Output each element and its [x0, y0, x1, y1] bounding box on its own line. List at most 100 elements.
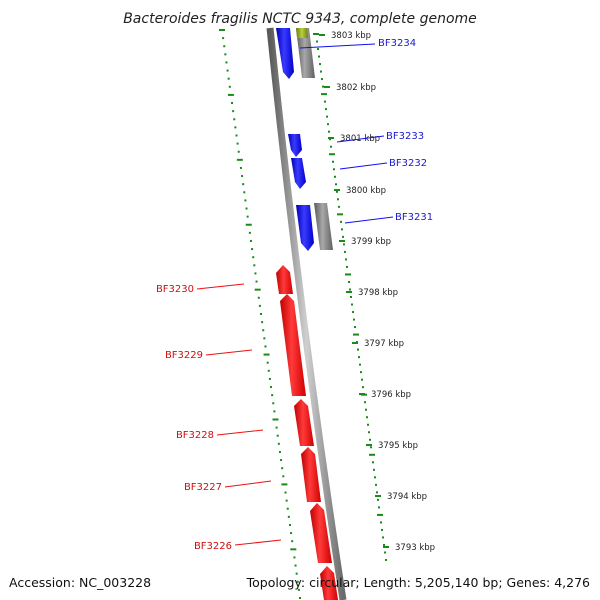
map-title: Bacteroides fragilis NCTC 9343, complete… [123, 11, 477, 27]
left-tick-mark [266, 361, 269, 364]
gene-BF3230[interactable] [276, 265, 293, 294]
left-tick-mark [262, 329, 265, 332]
feature-block-olive [296, 28, 308, 38]
right-tick-mark [361, 378, 363, 381]
gene-leader-line [224, 480, 272, 488]
right-tick-mark [319, 63, 321, 66]
feature-track [296, 28, 333, 250]
topology-label: Topology: circular; Length: 5,205,140 bp… [246, 575, 590, 590]
gene-BF3229[interactable] [280, 294, 306, 396]
kbp-label: 3800 kbp [346, 186, 386, 196]
right-tick-mark [354, 326, 356, 329]
left-tick-mark [223, 45, 226, 48]
genome-backbone [266, 27, 347, 600]
right-tick-mark [366, 416, 368, 419]
gene-BF3233[interactable] [288, 134, 302, 157]
gene-label-BF3232[interactable]: BF3232 [389, 158, 427, 169]
gene-label-BF3228[interactable]: BF3228 [176, 430, 214, 441]
right-tick-mark [330, 145, 332, 148]
right-tick-mark [353, 333, 359, 336]
gene-BF3228[interactable] [294, 399, 314, 446]
right-tick-mark [342, 235, 344, 238]
right-tick-mark [345, 258, 347, 261]
left-tick-mark [276, 434, 279, 437]
kbp-label: 3803 kbp [331, 31, 371, 41]
right-tick-mark [350, 296, 352, 298]
left-tick-mark [296, 580, 299, 583]
left-tick-mark [268, 377, 271, 380]
left-tick-mark [263, 353, 270, 356]
forward-gene-track [276, 28, 314, 251]
right-tick-mark [384, 551, 386, 554]
gene-label-BF3233[interactable]: BF3233 [386, 131, 424, 142]
gene-leader-line [344, 216, 394, 224]
gene-BF3234[interactable] [276, 28, 294, 79]
gene-label-BF3229[interactable]: BF3229 [165, 350, 203, 361]
left-tick-mark [281, 467, 284, 470]
right-tick-mark [341, 228, 343, 231]
kbp-major-tick [352, 342, 358, 344]
right-tick-mark [327, 123, 329, 126]
left-tick-mark [224, 53, 227, 56]
right-tick-mark [329, 138, 331, 141]
left-tick-mark [277, 442, 280, 445]
left-tick-mark [284, 491, 287, 494]
left-tick-mark [260, 313, 262, 315]
left-tick-mark [235, 134, 238, 137]
right-tick-mark [324, 100, 326, 103]
right-tick-mark [343, 243, 345, 246]
kbp-label: 3798 kbp [358, 288, 398, 298]
right-tick-mark [375, 483, 377, 486]
right-tick-mark [369, 453, 375, 456]
gene-leader-line [339, 162, 388, 170]
gene-BF3231[interactable] [296, 205, 314, 251]
gene-BF3227[interactable] [301, 447, 321, 502]
gene-label-BF3234[interactable]: BF3234 [378, 38, 416, 49]
gene-label-BF3226[interactable]: BF3226 [194, 541, 232, 552]
gene-label-BF3231[interactable]: BF3231 [395, 212, 433, 223]
right-tick-mark [317, 48, 319, 51]
right-tick-mark [346, 265, 348, 268]
right-tick-mark [351, 303, 353, 306]
left-tick-mark [273, 410, 276, 413]
gene-label-BF3230[interactable]: BF3230 [156, 284, 194, 295]
gene-BF3226[interactable] [310, 503, 332, 563]
right-tick-mark [382, 536, 384, 539]
left-tick-mark [248, 231, 251, 234]
left-tick-mark [219, 29, 225, 31]
kbp-major-tick [366, 444, 372, 446]
kbp-label: 3799 kbp [351, 237, 391, 247]
left-tick-mark [237, 150, 240, 153]
left-tick-mark [254, 272, 257, 275]
right-tick-mark [336, 190, 338, 193]
right-tick-mark [359, 363, 361, 366]
left-tick-mark [297, 588, 300, 591]
kbp-major-tick [359, 393, 365, 395]
gene-partial[interactable] [320, 566, 338, 600]
gene-label-BF3227[interactable]: BF3227 [184, 482, 222, 493]
right-tick-mark [325, 108, 327, 111]
right-tick-mark [380, 521, 382, 524]
kbp-major-tick [324, 86, 330, 88]
left-tick-mark [294, 564, 297, 567]
right-tick-mark [370, 446, 372, 449]
left-tick-mark [295, 572, 298, 575]
right-tick-mark [352, 311, 354, 314]
gene-BF3232[interactable] [291, 158, 306, 189]
right-tick-mark [360, 371, 362, 374]
right-tick-mark [357, 348, 359, 351]
left-tick-mark [290, 532, 293, 535]
left-tick-mark [272, 418, 279, 421]
left-tick-mark [272, 402, 275, 405]
right-tick-mark [353, 318, 355, 321]
left-tick-mark [252, 256, 255, 259]
left-tick-mark [285, 499, 288, 502]
right-tick-mark [337, 213, 343, 216]
right-tick-mark [358, 356, 360, 359]
left-tick-mark [291, 540, 294, 543]
right-tick-mark [321, 93, 327, 96]
right-tick-mark [335, 183, 337, 186]
left-tick-mark [278, 450, 281, 453]
right-tick-mark [376, 491, 378, 494]
left-tick-mark [258, 304, 261, 307]
